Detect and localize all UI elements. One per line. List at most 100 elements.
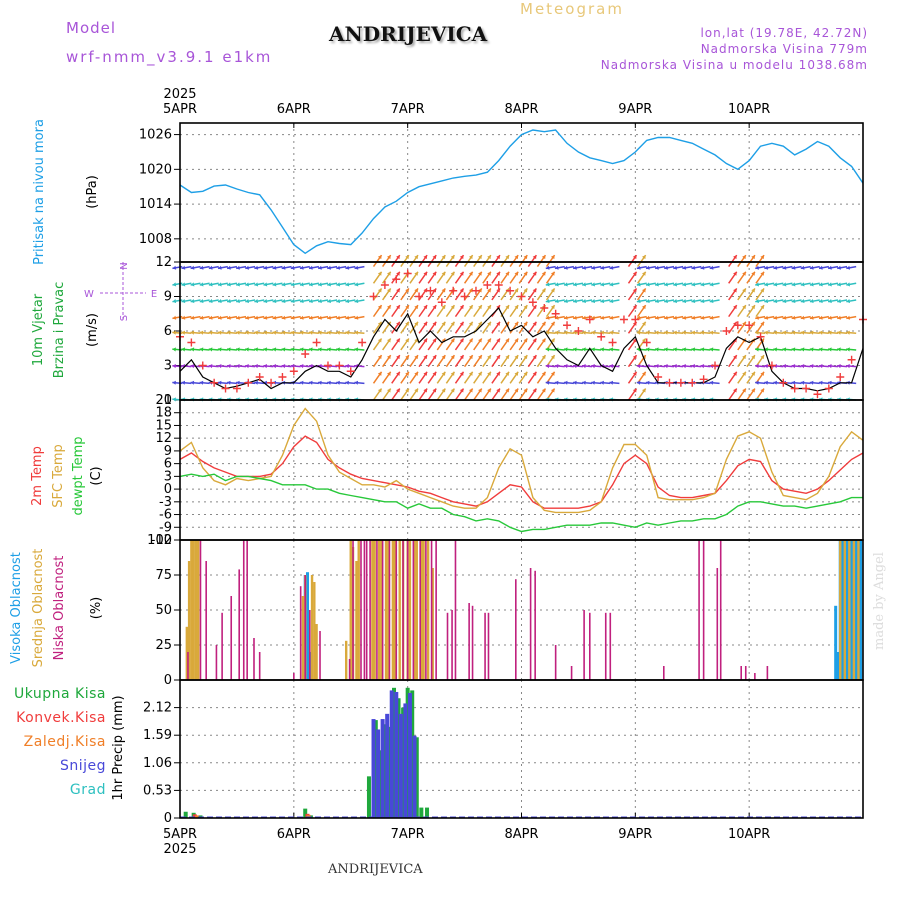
temperature-ytick-label: -3 [159, 495, 172, 510]
cloud-bar [834, 605, 838, 680]
wind-arrow-head [496, 388, 500, 393]
wind-arrow-head [345, 330, 349, 335]
wind-arrow-head [336, 330, 340, 335]
wind-arrow-head [641, 288, 646, 293]
wind-arrow-head [432, 255, 437, 260]
wind-arrow-head [755, 265, 759, 270]
temperature-ytick-label: 6 [164, 457, 172, 472]
wind-arrow-head [354, 380, 359, 385]
wind-gust-marker [528, 298, 537, 307]
wind-arrow-head [742, 388, 746, 393]
cloud-bar [384, 540, 388, 680]
cloud-bar [305, 572, 309, 680]
wind-arrow-head [217, 347, 222, 352]
cloud-bar [402, 540, 404, 680]
wind-arrow-head [272, 299, 277, 304]
wind-arrow-head [545, 364, 550, 369]
cloud-bar [393, 540, 397, 680]
wind-arrow-head [309, 299, 313, 304]
wind-arrow-head [609, 282, 614, 287]
wind-arrow-head [272, 265, 277, 270]
wind-arrow-head [496, 321, 500, 326]
cloud-bar [310, 575, 314, 680]
wind-arrow-head [550, 388, 555, 393]
wind-arrow-head [709, 330, 714, 335]
bottom-day-label: 6APR [277, 827, 311, 842]
temperature-ytick-label: 9 [164, 444, 172, 459]
cloud-bar [413, 540, 416, 680]
pressure-ytick-label: 1014 [139, 197, 172, 212]
temperature-ytick-label: 0 [164, 482, 172, 497]
wind-arrow-head [523, 371, 528, 376]
wind-arrow-head [181, 380, 186, 385]
wind-arrow-head [541, 371, 546, 376]
wind-arrow-head [459, 271, 464, 276]
wind-arrow-head [673, 299, 678, 304]
wind-arrow-head [641, 338, 646, 343]
wind-arrow-head [414, 321, 418, 326]
wind-arrow-head [505, 338, 510, 343]
wind-arrow-head [396, 288, 400, 293]
wind-arrow-head [414, 271, 418, 276]
wind-arrow-head [523, 355, 528, 360]
wind-arrow-head [354, 282, 359, 287]
wind-arrow-head [755, 282, 759, 287]
temp-ylabel-dewpt: dewpt Temp [71, 436, 86, 515]
wind-arrow-head [541, 288, 546, 293]
temperature-ytick-label: -12 [151, 533, 172, 548]
cloud-bar [487, 612, 490, 680]
cloud-ylabel-mid: Srednja Oblacnost [31, 549, 46, 668]
wind-arrow-head [396, 371, 400, 376]
precip-bar [392, 687, 397, 818]
wind-gust-marker [415, 292, 424, 301]
wind-arrow-head [505, 388, 510, 393]
wind-arrow-head [800, 347, 805, 352]
cloud-bar [369, 540, 371, 680]
wind-arrow-head [450, 321, 455, 326]
cloud-bar [850, 540, 854, 680]
wind-arrow-head [782, 299, 787, 304]
wind-arrow-head [405, 321, 409, 326]
wind-arrow-head [791, 265, 796, 270]
wind-arrow-head [263, 347, 267, 352]
wind-arrow-head [236, 364, 240, 369]
wind-arrow-head [654, 347, 659, 352]
wind-gust-marker [802, 384, 811, 393]
temperature-frame [179, 399, 864, 541]
wind-arrow-head [336, 299, 341, 304]
wind-arrow-head [550, 271, 555, 276]
wind-arrow-head [641, 321, 646, 326]
wind-arrow-head [208, 330, 213, 335]
cloud-bar [387, 540, 390, 680]
wind-arrow-head [563, 380, 568, 385]
wind-arrow-head [764, 330, 768, 335]
wind-arrow-head [423, 288, 428, 293]
wind-arrow-head [327, 299, 331, 304]
wind-gust-marker [619, 315, 628, 324]
wind-arrow-head [487, 305, 491, 310]
wind-arrow-head [263, 315, 268, 320]
cloud-bar [425, 540, 427, 680]
cloud-bar [468, 603, 470, 680]
wind-arrow-head [545, 380, 550, 385]
wind-arrow-head [405, 255, 409, 260]
wind-arrow-head [655, 265, 659, 270]
wind-arrow-head [760, 305, 765, 310]
wind-arrow-head [405, 305, 409, 310]
wind-arrow-head [742, 288, 746, 293]
wind-arrow-head [514, 288, 519, 293]
precip-bar [183, 811, 188, 818]
wind-arrow-head [760, 355, 765, 360]
wind-arrow-head [478, 321, 482, 326]
meteogram-label: Meteogram [520, 0, 624, 18]
wind-arrow-head [809, 380, 814, 385]
wind-arrow-head [190, 380, 195, 385]
cloud-bar [583, 610, 585, 680]
wind-gust-marker [574, 327, 583, 335]
cloud-bar [376, 540, 378, 680]
wind-arrow-head [514, 371, 519, 376]
wind-gust-marker [790, 384, 799, 393]
precip-legend-1: Konvek.Kisa [16, 710, 106, 726]
wind-arrow-head [523, 321, 528, 326]
wind-arrow-head [532, 305, 537, 310]
